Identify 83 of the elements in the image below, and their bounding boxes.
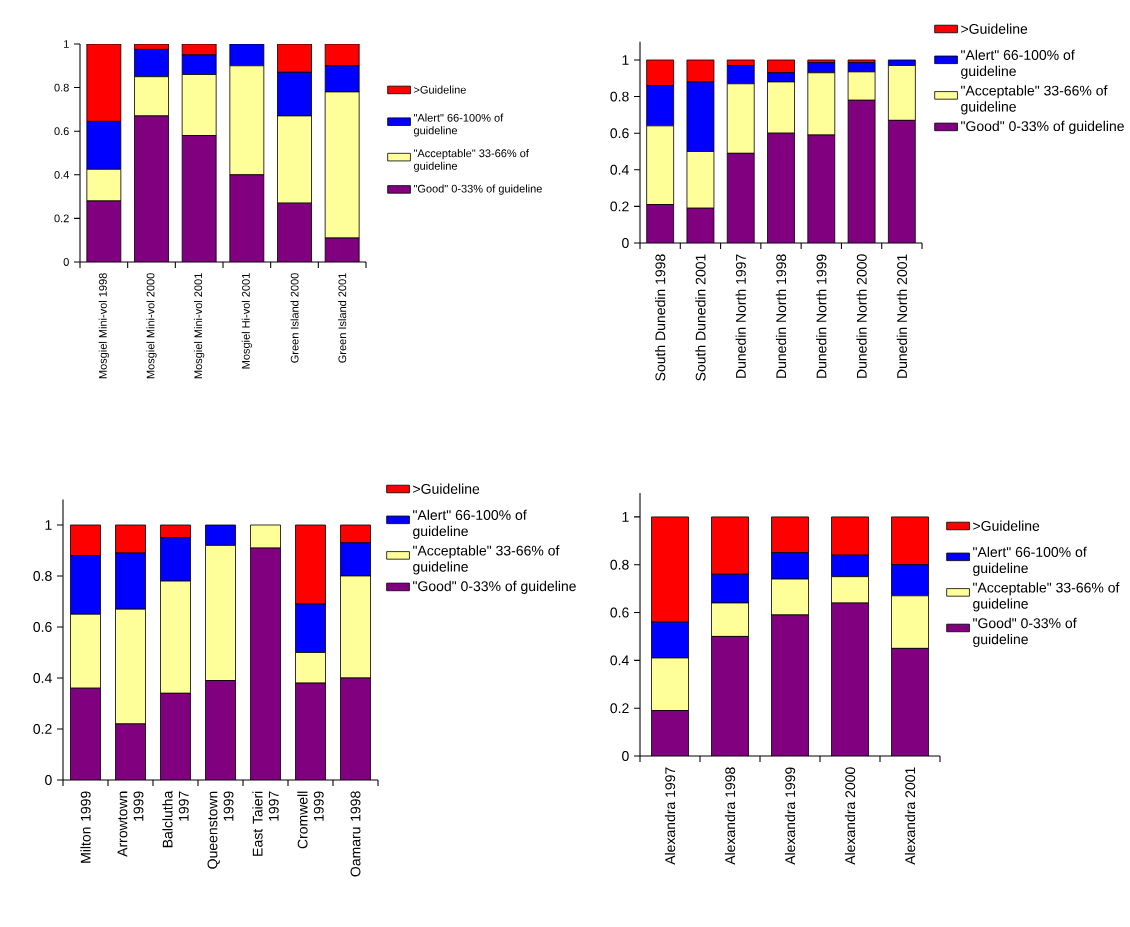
y-tick-label: 0.8 [33,571,52,581]
legend-label: "Acceptable" 33-66% of guideline [413,545,560,575]
bar [205,680,236,780]
y-tick-label: 0.8 [54,83,69,92]
legend-label: >Guideline [414,85,466,94]
x-tick-label: Dunedin North 1997 [735,254,746,378]
y-tick-label: 1 [64,40,69,48]
y-tick-label: 0.4 [610,164,629,175]
legend-label: >Guideline [973,520,1040,531]
legend-label: "Good" 0-33% of guideline [961,120,1124,134]
x-tick-label: Mosgiel Mini-vol 2001 [194,273,205,379]
bar [891,648,929,756]
x-tick-label: Oamaru 1998 [350,791,361,877]
x-tick-label: Alexandra 2001 [904,767,916,865]
x-tick-label: Dunedin North 2001 [896,254,908,378]
x-tick-label: Green Island 2001 [338,273,347,363]
x-tick-label: Alexandra 1998 [724,767,736,865]
x-tick-label: Alexandra 2000 [844,767,856,865]
bar [340,677,371,780]
bar [848,100,876,243]
y-tick-label: 1 [622,512,629,522]
x-tick-label: Mosgiel Hi-vol 2001 [241,273,252,369]
bar [115,723,146,780]
legend-label: >Guideline [413,483,480,494]
legend-label: "Acceptable" 33-66% of guideline [961,85,1108,115]
x-tick-label: South Dunedin 1998 [655,254,666,381]
legend-label: "Alert" 66-100% of guideline [413,509,527,539]
bar [651,710,689,756]
bar [767,133,795,243]
x-tick-label: Balclutha 1997 [162,790,189,848]
legend-label: "Acceptable" 33-66% of guideline [413,149,529,172]
legend-label: "Alert" 66-100% of guideline [961,49,1075,79]
legend-label: "Acceptable" 33-66% of guideline [973,582,1120,612]
y-tick-label: 0 [622,751,629,761]
legend-label: "Alert" 66-100% of guideline [973,546,1087,576]
y-tick-label: 0.2 [33,724,52,734]
bar [727,153,755,243]
x-tick-label: Queenstown 1999 [207,791,234,869]
bar [160,693,191,780]
legend-label: "Good" 0-33% of guideline [973,617,1077,647]
legend-label: "Good" 0-33% of guideline [413,580,576,594]
x-tick-label: Mosgiel Mini-vol 2000 [146,273,157,379]
y-tick-label: 0.8 [610,559,629,570]
y-tick-label: 0.4 [610,655,629,666]
bar [646,204,674,243]
bar [771,614,809,756]
bar [807,135,835,243]
x-tick-label: Dunedin North 1998 [775,254,787,378]
bar [70,688,101,780]
y-tick-label: 0 [622,238,629,248]
y-tick-label: 0.4 [54,170,69,179]
legend-label: >Guideline [961,23,1028,34]
x-tick-label: East Taieri 1997 [252,791,279,856]
y-tick-label: 0.8 [610,91,629,102]
y-tick-label: 0.4 [33,673,52,683]
x-tick-label: South Dunedin 2001 [695,254,706,381]
x-tick-label: Alexandra 1997 [664,767,676,865]
bar [250,547,281,780]
y-tick-label: 0.6 [33,622,52,632]
y-tick-label: 0.6 [610,607,629,618]
y-tick-label: 0 [45,775,52,785]
x-tick-label: Dunedin North 2000 [856,254,867,378]
x-tick-label: Cromwell 1999 [297,791,324,849]
y-tick-label: 0.2 [610,201,629,212]
y-tick-label: 1 [622,55,629,65]
y-tick-label: 1 [45,520,52,530]
x-tick-label: Dunedin North 1999 [816,254,827,378]
y-tick-label: 0 [63,258,69,266]
y-tick-label: 0.2 [610,703,629,714]
x-tick-label: Alexandra 1999 [784,767,796,865]
legend-label: "Good" 0-33% of guideline [413,184,542,195]
bar [295,683,326,780]
bar [711,636,749,756]
bar [831,602,869,756]
x-tick-label: Mosgiel Mini-vol 1998 [98,273,109,379]
bar [887,119,916,243]
y-tick-label: 0.2 [54,214,69,223]
y-tick-label: 0.6 [54,127,69,136]
x-tick-label: Milton 1999 [80,791,91,863]
x-tick-label: Green Island 2000 [290,273,299,363]
y-tick-label: 0.6 [610,128,629,139]
legend-label: "Alert" 66-100% of guideline [413,113,504,137]
x-tick-label: Arrowtown 1999 [117,791,144,857]
